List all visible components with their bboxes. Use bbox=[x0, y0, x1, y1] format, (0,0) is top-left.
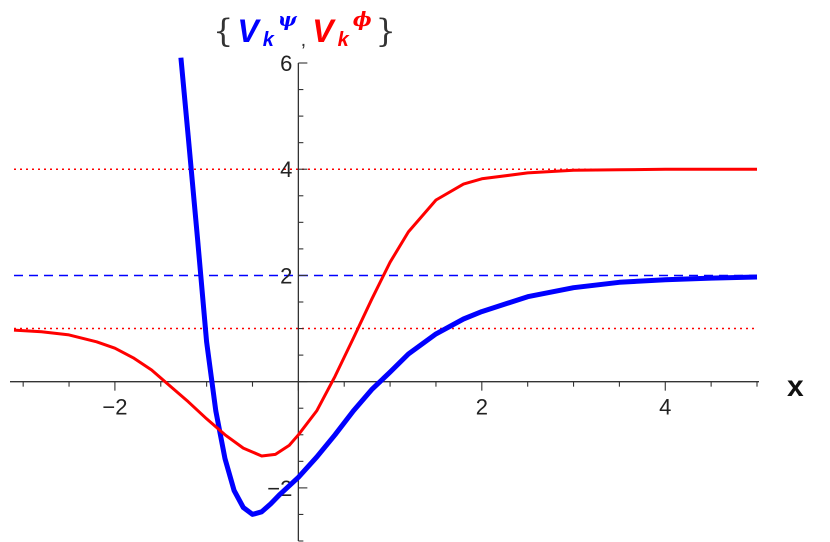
x-tick-label: 4 bbox=[659, 395, 671, 420]
x-axis-title: x bbox=[787, 370, 804, 403]
title-phi-sup: ϕ bbox=[353, 7, 372, 31]
axes: −2 2 4 −2 2 4 6 bbox=[10, 51, 759, 542]
title-psi-sub: k bbox=[263, 29, 275, 51]
series-curves bbox=[13, 57, 758, 517]
y-tick-label: 2 bbox=[280, 263, 292, 288]
title-phi-base: V bbox=[312, 13, 336, 49]
y-tick-label: 6 bbox=[280, 51, 292, 76]
x-axis-ticks: −2 2 4 bbox=[22, 381, 758, 420]
series-curve-1 bbox=[178, 57, 758, 517]
x-tick-label: −2 bbox=[102, 395, 127, 420]
chart-title: { V k ψ , V k ϕ } bbox=[213, 7, 396, 51]
title-open-brace: { bbox=[213, 12, 233, 50]
title-comma: , bbox=[301, 29, 307, 51]
title-phi-sub: k bbox=[338, 29, 350, 51]
title-close-brace: } bbox=[376, 12, 396, 50]
y-tick-label: 4 bbox=[280, 157, 292, 182]
title-psi-sup: ψ bbox=[278, 7, 298, 31]
title-psi-base: V bbox=[237, 13, 261, 49]
x-tick-label: 2 bbox=[476, 395, 488, 420]
reference-lines bbox=[14, 168, 757, 330]
series-curve-2 bbox=[13, 167, 757, 458]
